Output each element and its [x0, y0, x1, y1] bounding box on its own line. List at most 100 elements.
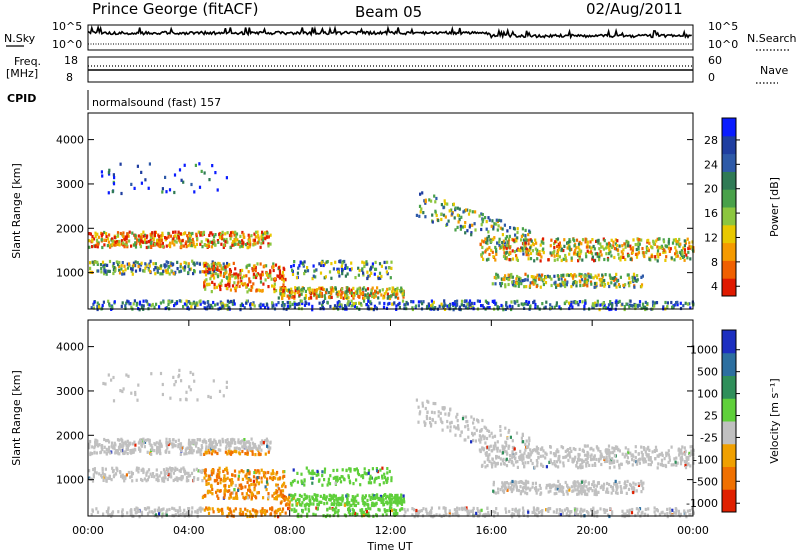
- echo-cell: [538, 452, 540, 455]
- echo-cell: [111, 243, 113, 246]
- echo-cell: [248, 288, 250, 291]
- echo-cell: [559, 242, 561, 245]
- echo-cell: [341, 287, 343, 290]
- echo-cell: [593, 245, 595, 248]
- echo-cell: [329, 482, 331, 485]
- echo-cell: [137, 261, 139, 264]
- echo-cell: [549, 303, 551, 306]
- echo-cell: [522, 227, 524, 230]
- echo-cell: [243, 275, 245, 278]
- echo-cell: [124, 268, 126, 271]
- echo-cell: [449, 209, 451, 212]
- echo-cell: [390, 276, 392, 279]
- nsky-panel: N.Sky 10^5 10^0 10^5 10^0 N.Search: [4, 20, 797, 51]
- echo-cell: [282, 289, 284, 292]
- echo-cell: [148, 475, 150, 478]
- echo-cell: [453, 203, 455, 206]
- echo-cell: [658, 453, 660, 456]
- echo-cell: [311, 305, 313, 308]
- echo-cell: [336, 503, 338, 506]
- echo-cell: [120, 438, 122, 441]
- echo-cell: [365, 260, 367, 263]
- echo-cell: [219, 288, 221, 291]
- echo-cell: [187, 265, 189, 268]
- echo-cell: [481, 465, 483, 468]
- echo-cell: [675, 255, 677, 258]
- echo-cell: [270, 472, 272, 475]
- echo-cell: [357, 295, 359, 298]
- echo-cell: [498, 219, 500, 222]
- echo-cell: [664, 259, 666, 262]
- echo-cell: [147, 451, 149, 454]
- echo-cell: [628, 284, 630, 287]
- echo-cell: [451, 212, 453, 215]
- echo-cell: [214, 283, 216, 286]
- echo-cell: [178, 231, 180, 234]
- echo-cell: [529, 304, 531, 307]
- echo-cell: [440, 213, 442, 216]
- echo-cell: [655, 446, 657, 449]
- echo-cell: [166, 245, 168, 248]
- echo-cell: [507, 278, 509, 281]
- echo-cell: [554, 255, 556, 258]
- echo-cell: [484, 461, 486, 464]
- y-tick-label: 2000: [56, 222, 84, 235]
- echo-cell: [341, 272, 343, 275]
- echo-cell: [647, 239, 649, 242]
- echo-cell: [481, 223, 483, 226]
- echo-cell: [166, 508, 168, 511]
- echo-cell: [254, 453, 256, 456]
- echo-cell: [196, 301, 198, 304]
- echo-cell: [665, 454, 667, 457]
- echo-cell: [205, 480, 207, 483]
- echo-cell: [283, 499, 285, 502]
- echo-cell: [145, 474, 147, 477]
- echo-cell: [657, 466, 659, 469]
- echo-cell: [484, 216, 486, 219]
- echo-cell: [168, 244, 170, 247]
- echo-cell: [661, 459, 663, 462]
- echo-cell: [180, 453, 182, 456]
- echo-cell: [142, 241, 144, 244]
- echo-cell: [568, 274, 570, 277]
- echo-cell: [203, 231, 205, 234]
- echo-cell: [363, 265, 365, 268]
- echo-cell: [224, 240, 226, 243]
- y-tick-label: 3000: [56, 178, 84, 191]
- echo-cell: [134, 448, 136, 451]
- echo-cell: [149, 270, 151, 273]
- echo-cell: [244, 497, 246, 500]
- echo-cell: [269, 269, 271, 272]
- echo-cell: [525, 229, 527, 232]
- echo-cell: [537, 253, 539, 256]
- echo-cell: [176, 261, 178, 264]
- echo-cell: [492, 255, 494, 258]
- echo-cell: [145, 299, 147, 302]
- echo-cell: [647, 247, 649, 250]
- echo-cell: [618, 481, 620, 484]
- echo-cell: [173, 479, 175, 482]
- echo-cell: [550, 251, 552, 254]
- echo-cell: [686, 459, 688, 462]
- echo-cell: [619, 258, 621, 261]
- echo-cell: [503, 246, 505, 249]
- echo-cell: [346, 469, 348, 472]
- echo-cell: [481, 419, 483, 422]
- echo-cell: [135, 245, 137, 248]
- echo-cell: [522, 489, 524, 492]
- echo-cell: [575, 284, 577, 287]
- echo-cell: [211, 241, 213, 244]
- echo-cell: [504, 446, 506, 449]
- echo-cell: [611, 305, 613, 308]
- echo-cell: [554, 306, 556, 309]
- echo-cell: [574, 456, 576, 459]
- echo-cell: [518, 304, 520, 307]
- echo-cell: [473, 418, 475, 421]
- echo-cell: [231, 478, 233, 481]
- echo-cell: [503, 255, 505, 258]
- echo-cell: [171, 262, 173, 265]
- echo-cell: [592, 256, 594, 259]
- echo-cell: [529, 284, 531, 287]
- echo-cell: [95, 507, 97, 510]
- echo-cell: [112, 446, 114, 449]
